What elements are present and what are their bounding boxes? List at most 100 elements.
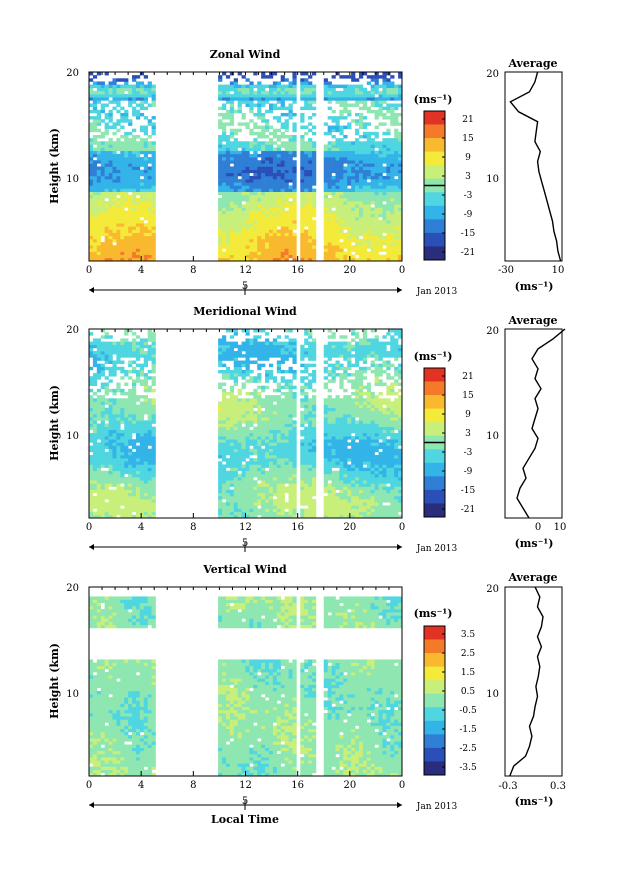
heatmap-cell (89, 404, 94, 409)
heatmap-cell (233, 257, 238, 261)
heatmap-cell (135, 84, 141, 89)
heatmap-cell (362, 106, 368, 111)
heatmap-cell (100, 417, 105, 421)
heatmap-cell (355, 220, 360, 224)
heatmap-cell (112, 245, 117, 249)
heatmap-cell (300, 163, 305, 167)
heatmap-cell (261, 87, 266, 92)
heatmap-cell (351, 235, 356, 240)
heatmap-cell (331, 245, 336, 249)
heatmap-cell (292, 392, 297, 396)
heatmap-cell (89, 220, 94, 224)
heatmap-cell (394, 201, 399, 205)
heatmap-cell (370, 248, 375, 252)
heatmap-cell (89, 153, 94, 158)
heatmap-cell (218, 351, 223, 355)
heatmap-cell (394, 220, 399, 224)
heatmap-cell (327, 87, 332, 92)
heatmap-cell (343, 150, 348, 155)
heatmap-cell (112, 175, 117, 180)
heatmap-cell (132, 94, 137, 98)
heatmap-cell (335, 185, 340, 189)
heatmap-cell (272, 94, 278, 98)
heatmap-cell (288, 207, 293, 211)
heatmap-cell (132, 198, 137, 202)
heatmap-cell (116, 354, 121, 358)
heatmap-cell (284, 226, 289, 230)
heatmap-cell (104, 477, 109, 481)
heatmap-cell (253, 103, 258, 107)
heatmap-cell (135, 182, 141, 186)
heatmap-cell (112, 81, 117, 85)
heatmap-cell (135, 379, 141, 383)
heatmap-cell (327, 248, 332, 252)
heatmap-cell (124, 489, 129, 494)
heatmap-cell (241, 344, 246, 349)
heatmap-cell (284, 439, 289, 443)
heatmap-cell (100, 245, 105, 249)
heatmap-cell (143, 157, 148, 161)
heatmap-cell (257, 220, 262, 224)
heatmap-cell (300, 84, 305, 89)
heatmap-cell (249, 369, 254, 374)
heatmap-cell (358, 163, 364, 167)
heatmap-cell (394, 257, 399, 261)
heatmap-cell (331, 185, 336, 189)
heatmap-cell (96, 366, 102, 371)
heatmap-cell (245, 100, 250, 104)
heatmap-cell (284, 166, 289, 170)
heatmap-cell (249, 84, 254, 89)
heatmap-cell (339, 242, 344, 246)
heatmap-cell (261, 417, 266, 421)
heatmap-cell (139, 245, 145, 249)
heatmap-cell (257, 366, 262, 371)
heatmap-cell (374, 213, 379, 218)
heatmap-cell (261, 204, 266, 208)
heatmap-cell (233, 354, 238, 358)
heatmap-cell (284, 455, 289, 459)
heatmap-cell (398, 257, 402, 261)
heatmap-cell (139, 147, 145, 152)
heatmap-cell (249, 207, 254, 211)
heatmap-cell (120, 232, 125, 237)
heatmap-cell (288, 138, 293, 142)
heatmap-cell (124, 341, 129, 346)
heatmap-cell (89, 87, 94, 92)
heatmap-cell (394, 198, 399, 202)
heatmap-cell (108, 226, 113, 230)
heatmap-cell (225, 436, 231, 440)
heatmap-cell (358, 245, 364, 249)
heatmap-cell (116, 508, 121, 512)
heatmap-cell (112, 87, 117, 92)
heatmap-cell (143, 492, 148, 497)
heatmap-cell (370, 232, 375, 237)
heatmap-cell (362, 103, 368, 107)
heatmap-cell (323, 232, 328, 237)
heatmap-cell (96, 511, 102, 516)
heatmap-cell (304, 229, 309, 233)
heatmap-cell (374, 112, 379, 117)
heatmap-cell (257, 426, 262, 431)
heatmap-cell (120, 248, 125, 252)
heatmap-cell (104, 344, 109, 349)
heatmap-cell (229, 401, 235, 405)
heatmap-cell (265, 97, 270, 101)
heatmap-cell (343, 160, 348, 164)
heatmap-cell (233, 451, 238, 456)
heatmap-cell (347, 84, 352, 89)
heatmap-cell (112, 477, 117, 481)
heatmap-cell (292, 357, 297, 361)
heatmap-cell (112, 360, 117, 364)
heatmap-cell (241, 185, 246, 189)
heatmap-cell (268, 344, 274, 349)
heatmap-cell (222, 242, 227, 246)
heatmap-cell (108, 235, 113, 240)
heatmap-cell (222, 404, 227, 409)
heatmap-cell (366, 201, 371, 205)
heatmap-cell (398, 166, 402, 170)
heatmap-cell (245, 257, 250, 261)
heatmap-cell (257, 245, 262, 249)
heatmap-cell (92, 210, 98, 215)
heatmap-cell (288, 429, 293, 434)
heatmap-cell (135, 448, 141, 453)
